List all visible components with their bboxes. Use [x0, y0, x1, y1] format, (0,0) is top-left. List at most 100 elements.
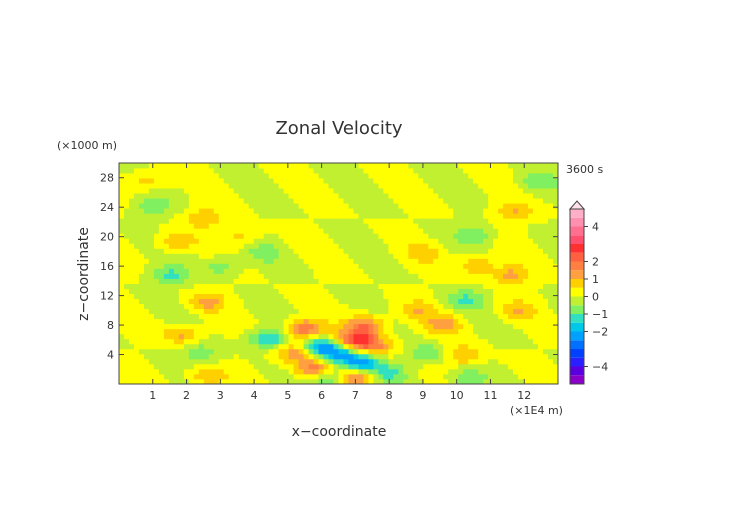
heatmap-cell	[533, 193, 539, 199]
heatmap-cell	[528, 373, 534, 380]
heatmap-cell	[488, 173, 494, 179]
heatmap-cell	[458, 353, 464, 360]
heatmap-cell	[143, 163, 150, 169]
heatmap-cell	[273, 168, 280, 174]
heatmap-cell	[448, 263, 454, 269]
heatmap-cell	[278, 378, 285, 385]
heatmap-cell	[403, 243, 409, 249]
heatmap-cell	[313, 248, 319, 254]
heatmap-cell	[463, 293, 469, 300]
heatmap-cell	[228, 348, 235, 355]
heatmap-cell	[513, 198, 519, 204]
heatmap-cell	[458, 268, 464, 274]
heatmap-cell	[128, 368, 135, 375]
heatmap-cell	[538, 213, 544, 219]
heatmap-cell	[163, 168, 170, 174]
heatmap-cell	[313, 263, 319, 269]
heatmap-cell	[233, 263, 240, 269]
heatmap-cell	[173, 358, 180, 365]
heatmap-cell	[383, 248, 389, 254]
heatmap-cell	[433, 358, 439, 365]
heatmap-cell	[338, 273, 344, 279]
heatmap-cell	[323, 343, 329, 350]
heatmap-cell	[318, 223, 324, 229]
heatmap-cell	[358, 378, 364, 385]
heatmap-cell	[283, 328, 290, 335]
heatmap-cell	[333, 348, 339, 355]
heatmap-cell	[473, 253, 479, 259]
heatmap-cell	[243, 318, 250, 325]
heatmap-cell	[303, 368, 309, 375]
heatmap-cell	[498, 323, 504, 330]
heatmap-cell	[318, 373, 324, 380]
heatmap-cell	[548, 173, 554, 179]
heatmap-cell	[233, 373, 240, 380]
heatmap-cell	[503, 288, 509, 294]
heatmap-cell	[433, 353, 439, 360]
heatmap-cell	[458, 203, 464, 209]
heatmap-cell	[388, 168, 394, 174]
heatmap-cell	[333, 273, 339, 279]
heatmap-cell	[383, 353, 389, 360]
heatmap-cell	[378, 353, 384, 360]
heatmap-cell	[323, 368, 329, 375]
heatmap-cell	[168, 288, 175, 294]
heatmap-cell	[133, 163, 140, 169]
colorbar-tick-label: 0	[592, 291, 599, 304]
heatmap-cell	[443, 338, 449, 345]
heatmap-cell	[183, 178, 190, 184]
heatmap-cell	[178, 348, 185, 355]
heatmap-cell	[168, 373, 175, 380]
heatmap-cell	[228, 263, 235, 269]
heatmap-cell	[503, 363, 509, 370]
heatmap-cell	[143, 308, 150, 315]
heatmap-cell	[119, 198, 125, 204]
heatmap-cell	[453, 168, 459, 174]
heatmap-cell	[278, 358, 285, 365]
heatmap-cell	[463, 358, 469, 365]
heatmap-cell	[138, 258, 145, 264]
heatmap-cell	[423, 203, 429, 209]
heatmap-cell	[163, 328, 170, 335]
heatmap-cell	[438, 353, 444, 360]
heatmap-cell	[328, 253, 334, 259]
heatmap-cell	[158, 333, 165, 340]
heatmap-cell	[358, 243, 364, 249]
heatmap-cell	[533, 178, 539, 184]
heatmap-cell	[378, 238, 384, 244]
heatmap-cell	[438, 243, 444, 249]
heatmap-cell	[323, 373, 329, 380]
heatmap-cell	[173, 198, 180, 204]
heatmap-cell	[448, 368, 454, 375]
heatmap-cell	[178, 243, 185, 249]
heatmap-cell	[348, 318, 354, 325]
heatmap-cell	[323, 338, 329, 345]
heatmap-cell	[338, 223, 344, 229]
heatmap-cell	[448, 293, 454, 300]
heatmap-cell	[373, 233, 379, 239]
heatmap-cell	[243, 258, 250, 264]
heatmap-cell	[193, 223, 200, 229]
heatmap-cell	[238, 343, 245, 350]
heatmap-cell	[403, 198, 409, 204]
heatmap-cell	[168, 198, 175, 204]
heatmap-cell	[508, 358, 514, 365]
heatmap-cell	[453, 178, 459, 184]
heatmap-cell	[163, 373, 170, 380]
heatmap-cell	[258, 188, 265, 194]
heatmap-cell	[348, 203, 354, 209]
heatmap-cell	[398, 268, 404, 274]
heatmap-cell	[198, 183, 205, 189]
heatmap-cell	[178, 278, 185, 284]
heatmap-cell	[523, 288, 529, 294]
heatmap-cell	[448, 333, 454, 340]
heatmap-cell	[358, 343, 364, 350]
heatmap-cell	[253, 213, 260, 219]
heatmap-cell	[343, 283, 349, 289]
heatmap-cell	[513, 353, 519, 360]
heatmap-cell	[543, 278, 549, 284]
heatmap-cell	[203, 238, 210, 244]
heatmap-cell	[473, 208, 479, 214]
heatmap-cell	[273, 298, 280, 305]
heatmap-cell	[433, 213, 439, 219]
